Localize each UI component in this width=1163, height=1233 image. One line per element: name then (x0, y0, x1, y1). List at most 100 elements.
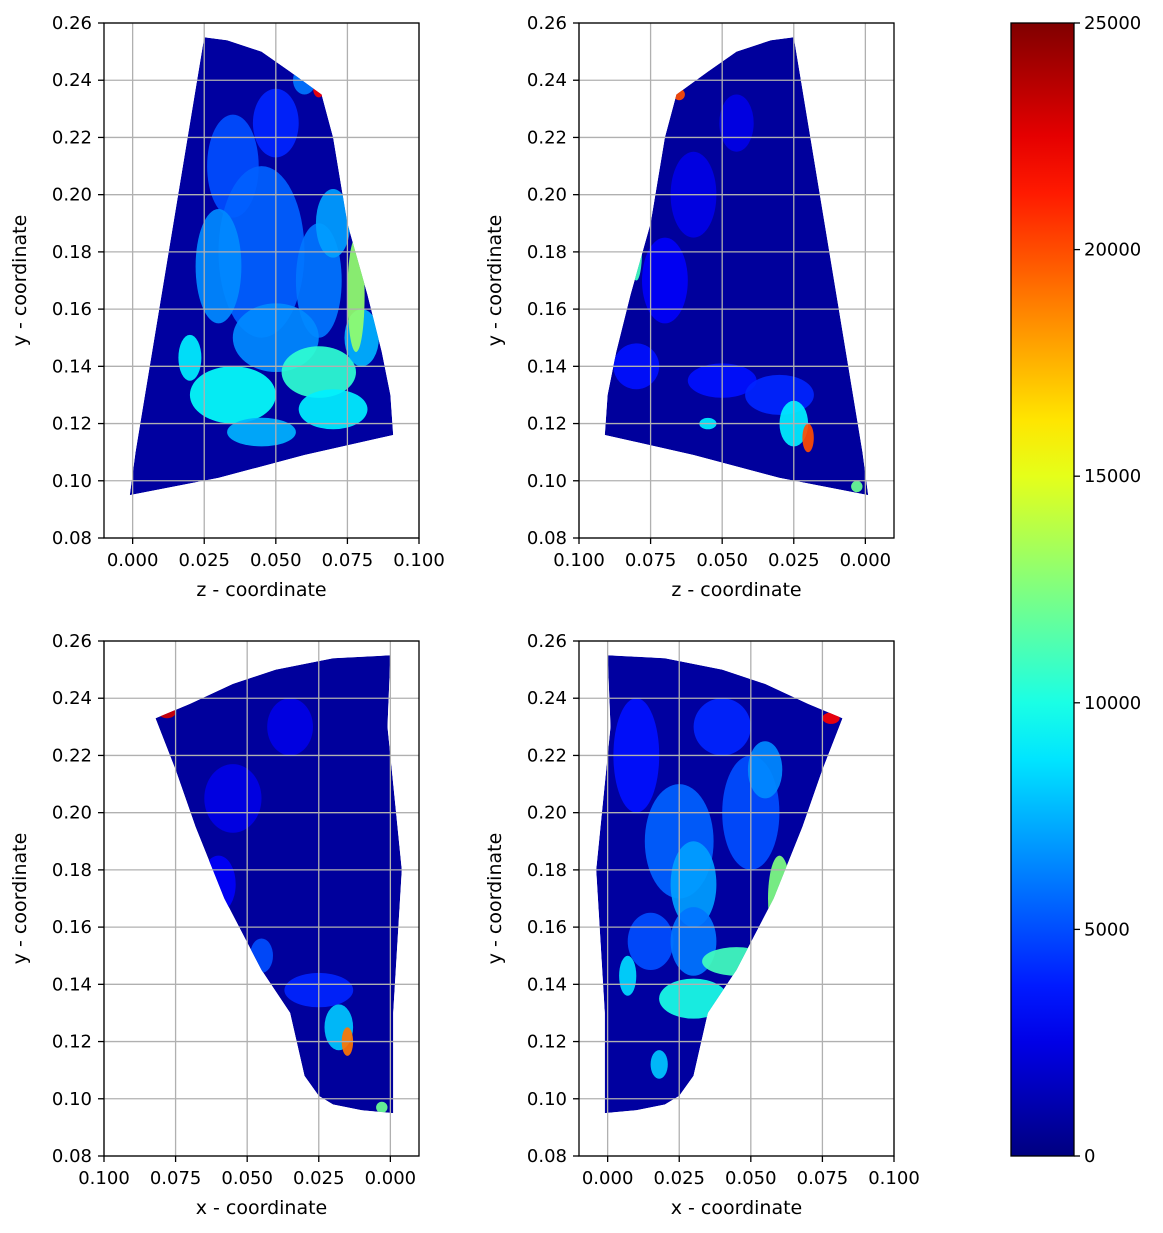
y-tick-label: 0.20 (52, 185, 92, 206)
x-tick-label: 0.075 (322, 550, 374, 571)
axes-frame (103, 640, 420, 1157)
field-region (298, 389, 368, 430)
x-tick-label: 0.050 (221, 1168, 273, 1189)
x-tick-label: 0.100 (553, 550, 605, 571)
field-region (851, 480, 863, 493)
y-tick-label: 0.10 (52, 471, 92, 492)
x-tick-label: 0.000 (840, 550, 892, 571)
y-tick-label: 0.14 (52, 356, 92, 377)
y-tick-label: 0.08 (527, 1146, 567, 1167)
panel-top-right: 0.100 0.075 0.050 0.025 0.000 0.08 0.10 0.12 0.1… (484, 13, 895, 601)
x-axis-label: x - coordinate (196, 1197, 328, 1219)
y-tick-label: 0.22 (527, 127, 567, 148)
y-tick-label: 0.08 (527, 528, 567, 549)
field-region (313, 80, 325, 98)
y-tick-label: 0.26 (52, 631, 92, 652)
y-tick-label: 0.22 (52, 745, 92, 766)
axes-frame (578, 22, 895, 539)
field-region (650, 1050, 668, 1079)
field-region (227, 417, 296, 447)
y-tick-label: 0.24 (527, 70, 567, 91)
y-tick-label: 0.18 (527, 242, 567, 263)
colorbar-tick-label: 10000 (1084, 693, 1141, 714)
colorbar-tick-label: 20000 (1084, 240, 1141, 261)
field-region (747, 741, 783, 799)
field-region (802, 423, 814, 453)
y-tick-label: 0.16 (527, 299, 567, 320)
x-tick-label: 0.050 (696, 550, 748, 571)
x-tick-label: 0.000 (365, 1168, 417, 1189)
field-region (267, 698, 313, 756)
stress-field (604, 37, 869, 496)
y-tick-label: 0.20 (527, 185, 567, 206)
field-region (822, 712, 840, 724)
field-region (204, 764, 262, 833)
panel-bottom-left: 0.100 0.075 0.050 0.025 0.000 0.08 0.10 0.12 0.1… (9, 631, 420, 1219)
y-tick-label: 0.24 (52, 70, 92, 91)
field-region (719, 94, 754, 152)
y-tick-label: 0.12 (52, 414, 92, 435)
y-tick-label: 0.18 (52, 242, 92, 263)
field-region (659, 978, 728, 1019)
x-axis-label: z - coordinate (671, 579, 801, 601)
panel-top-left: 0.000 0.025 0.050 0.075 0.100 0.08 0.10 0.12 0.1… (9, 13, 445, 601)
x-tick-label: 0.050 (250, 550, 302, 571)
x-tick-label: 0.000 (107, 550, 159, 571)
y-tick-label: 0.10 (52, 1089, 92, 1110)
colorbar-gradient (1011, 23, 1074, 1156)
field-region (376, 1101, 388, 1114)
field-region (347, 237, 365, 352)
y-tick-label: 0.12 (527, 414, 567, 435)
field-region (673, 88, 685, 101)
y-tick-label: 0.24 (52, 688, 92, 709)
y-axis-label: y - coordinate (484, 215, 506, 347)
y-tick-label: 0.14 (527, 356, 567, 377)
field-region (642, 237, 688, 324)
x-tick-label: 0.100 (78, 1168, 130, 1189)
y-tick-label: 0.14 (527, 974, 567, 995)
y-axis-label: y - coordinate (484, 833, 506, 965)
y-tick-label: 0.18 (52, 860, 92, 881)
field-region (201, 855, 236, 913)
x-tick-label: 0.050 (725, 1168, 777, 1189)
x-tick-label: 0.025 (293, 1168, 345, 1189)
x-tick-label: 0.000 (582, 1168, 634, 1189)
stress-field (596, 655, 843, 1114)
stress-field (155, 655, 402, 1114)
field-region (768, 855, 791, 942)
y-tick-label: 0.10 (527, 471, 567, 492)
axes-frame (103, 22, 420, 539)
colorbar: 0 5000 10000 15000 20000 25000 (1010, 13, 1141, 1167)
field-region (158, 706, 176, 719)
field-region (189, 366, 276, 424)
field-region (619, 955, 637, 996)
field-region (281, 346, 356, 398)
field-region (670, 841, 717, 928)
x-tick-label: 0.025 (653, 1168, 705, 1189)
y-tick-label: 0.18 (527, 860, 567, 881)
field-region (250, 938, 273, 973)
y-tick-label: 0.26 (52, 13, 92, 34)
y-tick-label: 0.26 (527, 631, 567, 652)
stress-field (129, 37, 394, 496)
y-axis-label: y - coordinate (9, 215, 31, 347)
y-tick-label: 0.12 (52, 1032, 92, 1053)
field-region (627, 912, 674, 971)
x-tick-label: 0.100 (393, 550, 445, 571)
axes-frame (578, 640, 895, 1157)
x-tick-label: 0.075 (797, 1168, 849, 1189)
field-region (195, 209, 242, 324)
colorbar-tick-label: 5000 (1084, 919, 1130, 940)
panels: 0.000 0.025 0.050 0.075 0.1000.080.100.120.1… (9, 13, 920, 1219)
x-axis-label: z - coordinate (196, 579, 326, 601)
y-tick-label: 0.22 (52, 127, 92, 148)
colorbar-frame (1010, 22, 1075, 1157)
y-tick-label: 0.14 (52, 974, 92, 995)
y-tick-label: 0.16 (52, 299, 92, 320)
colorbar-tick-label: 25000 (1084, 13, 1141, 34)
y-axis-label: y - coordinate (9, 833, 31, 965)
x-tick-label: 0.075 (150, 1168, 202, 1189)
panel-bottom-right: 0.000 0.025 0.050 0.075 0.100 0.08 0.10 0.12 0.1… (484, 631, 920, 1219)
x-tick-label: 0.025 (178, 550, 230, 571)
